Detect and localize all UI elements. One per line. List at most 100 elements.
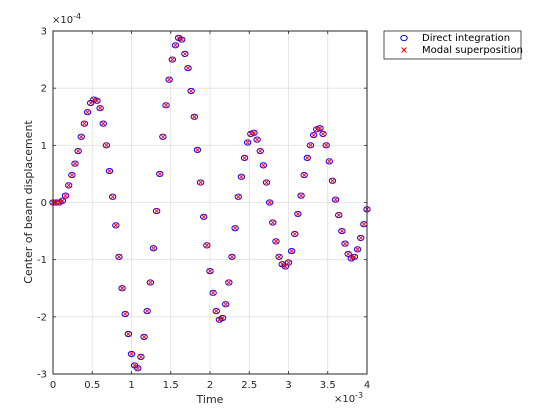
data-point-direct-integration <box>250 129 258 136</box>
data-point-direct-integration <box>61 192 70 199</box>
data-point-direct-integration <box>74 147 82 155</box>
data-point-direct-integration <box>272 238 280 245</box>
data-point-modal-superposition <box>313 126 320 133</box>
data-point-direct-integration <box>168 56 177 63</box>
data-point-direct-integration <box>287 247 296 255</box>
data-point-direct-integration <box>137 353 145 360</box>
data-point-direct-integration <box>105 167 114 175</box>
data-point-modal-superposition <box>248 131 254 137</box>
data-point-modal-superposition <box>125 331 132 337</box>
data-point-modal-superposition <box>191 113 198 120</box>
data-point-modal-superposition <box>244 139 251 146</box>
data-point-direct-integration <box>297 192 305 199</box>
data-point-direct-integration <box>140 333 148 340</box>
data-point-direct-integration <box>303 154 312 162</box>
data-point-modal-superposition <box>116 253 122 260</box>
data-point-direct-integration <box>309 131 318 139</box>
data-point-modal-superposition <box>345 251 351 257</box>
y-tick-label: 1 <box>41 141 47 152</box>
tick-marks <box>52 30 368 375</box>
data-point-direct-integration <box>143 308 151 315</box>
data-point-modal-superposition <box>138 354 144 360</box>
data-point-direct-integration <box>338 227 346 235</box>
data-point-modal-superposition <box>335 212 342 218</box>
data-point-modal-superposition <box>351 253 358 260</box>
data-point-modal-superposition <box>122 311 129 317</box>
data-point-modal-superposition <box>207 268 213 274</box>
data-point-modal-superposition <box>301 172 308 178</box>
data-point-direct-integration <box>237 173 246 180</box>
data-point-modal-superposition <box>81 120 88 127</box>
data-point-modal-superposition <box>150 245 157 252</box>
data-point-modal-superposition <box>273 238 279 245</box>
data-point-modal-superposition <box>141 334 147 340</box>
plot-area <box>49 30 371 375</box>
data-point-modal-superposition <box>144 308 151 314</box>
data-point-direct-integration <box>83 109 92 116</box>
data-point-direct-integration <box>306 142 315 149</box>
data-point-modal-superposition <box>94 97 100 104</box>
data-point-modal-superposition <box>194 147 201 153</box>
data-point-direct-integration <box>127 350 136 358</box>
data-point-direct-integration <box>178 36 186 43</box>
data-point-modal-superposition <box>112 222 119 229</box>
data-point-modal-superposition <box>222 301 229 308</box>
data-point-direct-integration <box>193 146 202 154</box>
data-point-modal-superposition <box>100 120 107 127</box>
data-point-modal-superposition <box>257 148 264 154</box>
data-point-modal-superposition <box>229 253 235 260</box>
x-tick-label: 0.5 <box>84 380 100 391</box>
data-point-modal-superposition <box>163 102 169 109</box>
data-point-modal-superposition <box>213 308 220 314</box>
data-point-direct-integration <box>206 268 214 275</box>
x-tick-label: 1.5 <box>163 380 179 391</box>
x-tick-label: 3.5 <box>320 380 336 391</box>
y-tick-label: 0 <box>41 198 47 209</box>
y-axis-label: Center of beam displacement <box>22 120 35 284</box>
data-point-modal-superposition <box>84 109 91 115</box>
x-tick-label: 1 <box>128 380 134 391</box>
data-point-direct-integration <box>162 102 170 109</box>
data-point-direct-integration <box>218 314 227 322</box>
data-point-modal-superposition <box>216 316 223 323</box>
data-point-modal-superposition <box>106 168 113 174</box>
data-point-direct-integration <box>300 171 308 179</box>
data-point-direct-integration <box>190 113 199 120</box>
data-point-modal-superposition <box>361 221 367 228</box>
data-point-modal-superposition <box>298 192 304 199</box>
data-point-modal-superposition <box>65 182 72 189</box>
data-point-direct-integration <box>209 289 217 296</box>
data-point-modal-superposition <box>153 208 160 214</box>
data-point-modal-superposition <box>178 36 185 43</box>
data-point-direct-integration <box>228 253 236 260</box>
data-point-direct-integration <box>124 330 133 338</box>
data-point-direct-integration <box>77 133 85 140</box>
data-point-modal-superposition <box>97 105 103 111</box>
data-point-direct-integration <box>212 308 220 315</box>
x-axis-label: Time <box>196 393 224 406</box>
data-point-modal-superposition <box>238 173 245 180</box>
data-point-modal-superposition <box>109 193 116 200</box>
data-point-direct-integration <box>165 76 173 83</box>
data-point-direct-integration <box>269 219 277 226</box>
data-point-modal-superposition <box>169 56 176 63</box>
data-point-modal-superposition <box>269 219 276 226</box>
data-point-modal-superposition <box>188 88 194 94</box>
y-tick-label: -1 <box>37 255 47 266</box>
data-point-direct-integration <box>275 253 283 260</box>
x-tick-labels: 0 0.5 1 1.5 2 2.5 3 3.5 4 <box>50 380 370 391</box>
data-point-modal-superposition <box>291 231 298 237</box>
data-point-direct-integration <box>203 242 211 249</box>
y-tick-label: 3 <box>41 27 47 38</box>
legend-x-marker-icon <box>401 47 407 53</box>
data-point-modal-superposition <box>204 242 210 249</box>
data-point-modal-superposition <box>348 255 355 262</box>
y-tick-label: -3 <box>37 370 47 381</box>
data-point-modal-superposition <box>282 263 289 270</box>
data-point-modal-superposition <box>307 142 314 149</box>
data-point-direct-integration <box>231 225 239 232</box>
data-point-modal-superposition <box>310 132 317 138</box>
data-point-direct-integration <box>159 133 167 140</box>
data-point-direct-integration <box>99 120 107 127</box>
